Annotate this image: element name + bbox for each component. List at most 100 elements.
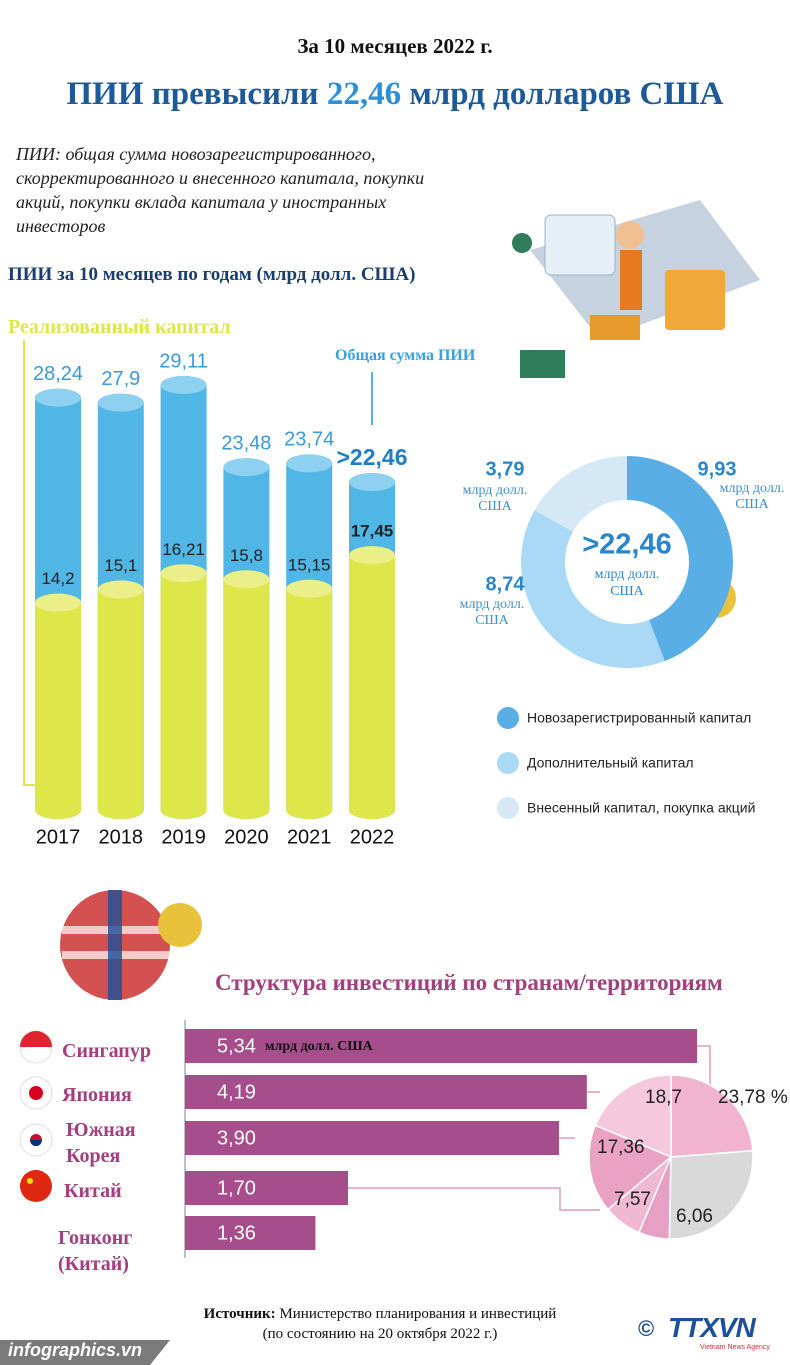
bar — [185, 1216, 316, 1250]
footer-band — [0, 1340, 170, 1365]
source-label: Источник: — [203, 1306, 276, 1322]
globe-illustration — [60, 890, 202, 1000]
cylinder-cap — [223, 570, 270, 589]
footer-site: infographics.vn — [8, 1340, 143, 1360]
value-label: 9,93 — [698, 458, 737, 480]
source: Источник: Министерство планирования и ин… — [0, 1304, 760, 1344]
bar — [185, 1121, 560, 1155]
legend-label: Реализованный капитал — [8, 316, 231, 338]
title: ПИИ превысили 22,46 млрд долларов США — [0, 76, 790, 113]
value-label: 15,1 — [104, 556, 137, 575]
center-label: >22,46 — [582, 529, 672, 561]
subtitle: За 10 месяцев 2022 г. — [297, 34, 493, 58]
value-label: 4,19 — [217, 1081, 256, 1103]
cylinder-cap — [223, 458, 270, 477]
bar — [185, 1029, 698, 1063]
value-label: 15,15 — [288, 555, 331, 574]
cylinder-cap — [35, 388, 81, 407]
legend-label: Новозарегистрированный капитал — [527, 710, 751, 726]
legend-label: Внесенный капитал, покупка акций — [527, 800, 755, 816]
value-label: 16,21 — [162, 540, 205, 559]
x-tick-label: 2018 — [99, 826, 144, 848]
value-label: 1,70 — [217, 1177, 256, 1199]
title-highlight: 22,46 — [326, 76, 402, 112]
chart-title: ПИИ за 10 месяцев по годам (млрд долл. С… — [8, 264, 416, 285]
value-label: 7,57 — [614, 1189, 651, 1210]
value-label: 28,24 — [33, 363, 83, 385]
unit-label: млрд долл. США — [719, 481, 785, 512]
legend-marker — [497, 797, 519, 819]
cylinder-cap — [349, 546, 395, 565]
logo: TTXVN — [668, 1312, 756, 1343]
cylinder-cap — [160, 564, 207, 583]
cylinder-cap — [286, 579, 333, 598]
category-label: Китай — [64, 1180, 122, 1202]
cylinder — [97, 580, 144, 819]
cylinder-cap — [160, 375, 207, 394]
category-label: Сингапур — [62, 1040, 151, 1062]
cylinder — [160, 564, 207, 819]
value-label: 8,74 — [486, 573, 526, 595]
cylinder-cap — [35, 593, 81, 612]
cylinder — [223, 570, 270, 819]
donut-slice — [627, 456, 733, 662]
definition: ПИИ: общая сумма новозарегистрированного… — [16, 144, 425, 236]
cylinder — [349, 546, 395, 819]
legend-label: Общая сумма ПИИ — [335, 347, 476, 364]
value-label: 14,2 — [41, 569, 74, 588]
pie-slice — [670, 1074, 754, 1158]
category-label: Гонконг (Китай) — [58, 1227, 133, 1275]
value-label: 23,74 — [284, 429, 334, 451]
cylinder-cap — [286, 454, 333, 473]
source-text: Министерство планирования и инвестиций — [279, 1306, 557, 1322]
cylinder — [286, 579, 333, 819]
cylinder — [35, 593, 81, 819]
connectors — [348, 1045, 711, 1211]
title-part: ПИИ превысили — [66, 76, 319, 112]
value-label: 17,45 — [351, 522, 394, 541]
bar — [185, 1075, 587, 1109]
bracket — [23, 340, 36, 786]
category-label: Южная Корея — [66, 1119, 136, 1167]
title-part: млрд долларов США — [409, 76, 724, 112]
value-label: 1,36 — [217, 1222, 256, 1244]
category-label: Япония — [62, 1084, 132, 1106]
value-label: 5,34 — [217, 1035, 256, 1057]
x-tick-label: 2017 — [36, 826, 81, 848]
x-tick-label: 2020 — [224, 826, 269, 848]
legend-marker — [497, 752, 519, 774]
legend-marker — [497, 707, 519, 729]
agency: Vietnam News Agency — [700, 1344, 770, 1351]
pie-slice — [588, 1124, 673, 1211]
x-tick-label: 2022 — [350, 826, 395, 848]
donut-slice — [521, 510, 665, 668]
x-tick-label: 2019 — [161, 826, 206, 848]
pie-slice — [594, 1074, 672, 1159]
cylinder-cap — [97, 393, 144, 412]
value-label: 23,78 % — [718, 1087, 788, 1108]
value-label: 15,8 — [230, 546, 263, 565]
legend-label: Дополнительный капитал — [527, 755, 694, 771]
donut-slice — [534, 456, 627, 532]
value-label: 27,9 — [101, 368, 140, 390]
pie-slice — [668, 1149, 754, 1240]
value-label: 3,79 — [486, 458, 525, 480]
unit-label: млрд долл. США — [462, 483, 528, 514]
illustration — [512, 200, 760, 378]
value-label: 3,90 — [217, 1127, 256, 1149]
cylinder-cap — [349, 473, 395, 492]
center-unit: млрд долл. США — [594, 567, 660, 599]
x-tick-label: 2021 — [287, 826, 332, 848]
bar — [185, 1171, 349, 1205]
unit-label: млрд долл. США — [459, 597, 525, 628]
value-label: >22,46 — [337, 444, 408, 470]
unit-label: млрд долл. США — [265, 1039, 374, 1054]
value-label: 23,48 — [221, 432, 271, 454]
chart-title: Структура инвестиций по странам/территор… — [215, 970, 723, 995]
value-label: 29,11 — [159, 350, 208, 372]
value-label: 18,7 — [645, 1087, 682, 1108]
flags — [19, 1030, 53, 1202]
source-note: (по состоянию на 20 октября 2022 г.) — [262, 1326, 498, 1342]
